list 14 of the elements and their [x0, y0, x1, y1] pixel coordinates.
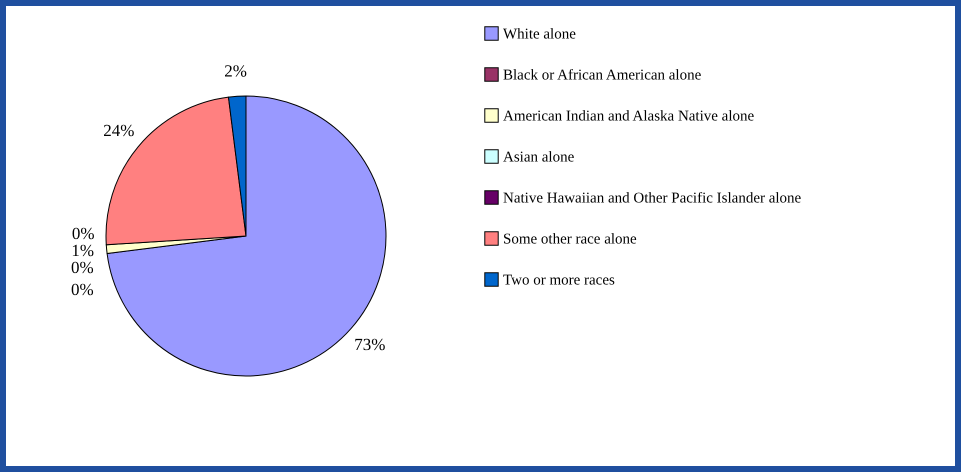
data-label: 1% [71, 241, 94, 260]
legend-label: Black or African American alone [503, 68, 702, 84]
text: 0% [70, 280, 94, 300]
legend-label: Asian alone [503, 150, 575, 166]
text: 0% [70, 258, 94, 278]
legend-label: Native Hawaiian and Other Pacific Islander alone [503, 190, 802, 206]
legend-label: Some other race alone [503, 232, 638, 248]
data-label: 73% [354, 335, 386, 354]
legend-label: American Indian and Alaska Native alone [503, 108, 754, 124]
legend-label: Two or more races [503, 272, 615, 288]
data-label: 2% [224, 61, 247, 80]
text: 0% [72, 224, 95, 244]
data-label: 24% [103, 120, 134, 140]
legend-label: White alone [503, 26, 576, 42]
